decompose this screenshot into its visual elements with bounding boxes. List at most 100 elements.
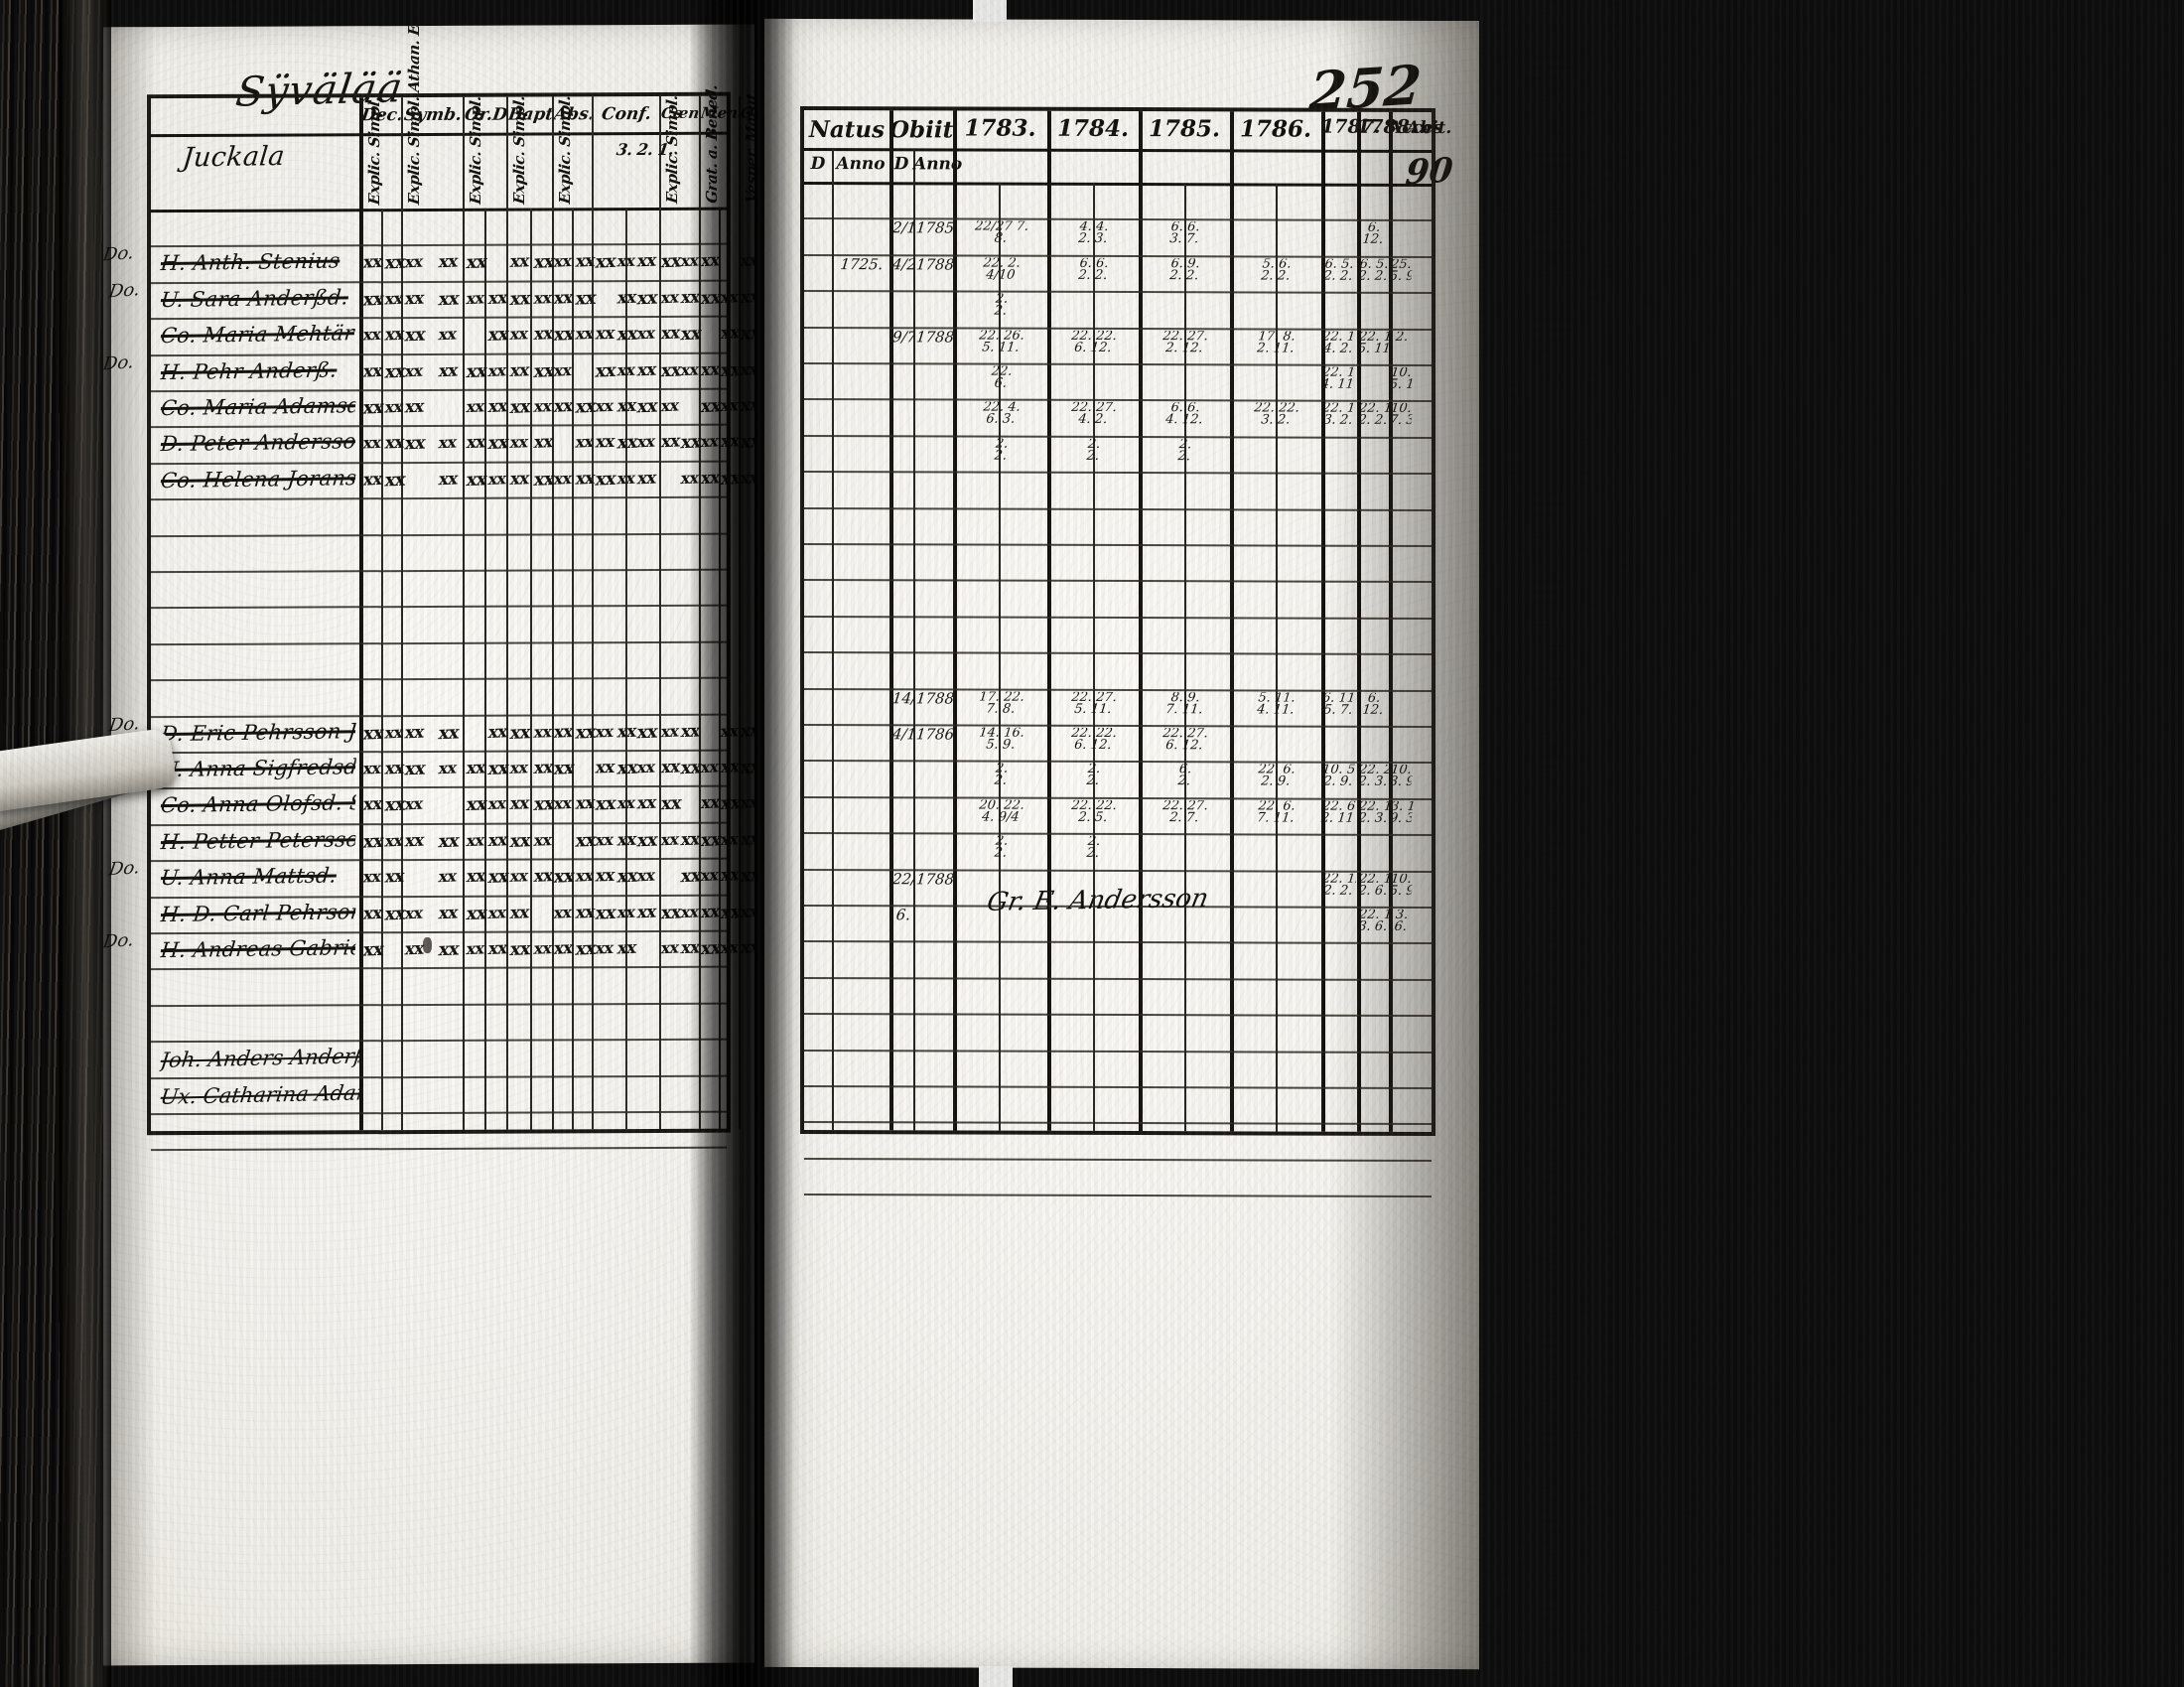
attendance-mark: xx [361,325,382,345]
attendance-mark: xx [532,938,553,958]
register-date-cell: 3. 6. [1393,909,1410,935]
attendance-mark: xx [594,324,615,345]
attendance-mark: xx [659,359,683,381]
attendance-mark: xx [361,469,383,491]
attendance-mark: xx [552,721,574,743]
attendance-mark: xx [594,359,617,382]
attendance-mark: xx [615,757,639,779]
attendance-mark: xx [552,938,574,959]
attendance-mark: xx [615,721,637,743]
attendance-mark: xx [659,395,680,416]
register-date-cell: 4/2 [891,257,915,274]
attendance-mark: xx [361,830,385,853]
row-rule [151,315,727,321]
row-rule [151,640,727,645]
register-date-cell: 3. 12. 3.9. 3. 12. [1389,800,1414,827]
register-name-entry: H. D. Carl Pehrson Juckala [159,899,357,926]
register-date-cell: 17. 22. 7. 8. [978,691,1025,717]
left-table-row-rules [151,96,727,1152]
register-date-cell: 25. 11.5. 9. [1389,258,1414,285]
register-date-cell: 4. 4. 2. 3. [1077,221,1110,247]
attendance-mark: xx [594,395,614,416]
attendance-mark: xx [659,287,680,308]
r-row-rule [804,615,1432,620]
row-rule [151,568,727,574]
register-date-cell: 22. 12. 2. 2. [1357,403,1390,429]
attendance-mark: xx [508,324,529,345]
attendance-mark: xx [615,468,636,489]
attendance-mark: xx [659,431,681,453]
register-name-entry: Co. Helena Joransd. [159,466,357,492]
attendance-mark: xx [552,866,576,888]
attendance-mark: xx [574,829,598,852]
attendance-mark: xx [594,757,615,778]
register-name-entry-bottom: Ux. Catharina Adamsd. [159,1080,361,1109]
attendance-mark: xx [635,468,657,490]
attendance-mark: xx [465,359,488,382]
left-table-names-bottom: Joh. Anders Anderßon Ux. Catharina Adamsd… [151,96,727,1109]
register-date-cell: 22. 22. 6. 12. [1070,727,1118,754]
r-row-rule [804,976,1432,981]
row-rule [151,387,727,393]
register-name-entry: H. Anth. Stenius [159,248,341,276]
attendance-mark: xx [508,938,532,960]
attendance-mark: xx [508,721,532,744]
attendance-mark: xx [594,829,614,850]
r-column-header-obiit: Obiit [889,116,954,144]
row-rule [151,894,727,899]
register-date-cell: 22. 22. 2. 3. [1357,765,1390,790]
attendance-mark: xx [574,395,598,418]
attendance-mark: xx [486,324,510,347]
row-rule [151,1038,727,1044]
attendance-mark: xx [594,793,617,815]
attendance-mark: xx [486,396,508,418]
col-sep-conf [659,95,661,1129]
r-row-rule [804,506,1432,511]
register-date-cell: 10. 3. 12.7. 3. 3. [1389,403,1414,429]
r-sub-sep-b [1093,182,1095,1131]
row-rule [151,605,727,610]
attendance-mark: xx [635,432,656,452]
attendance-mark: xx [574,902,596,923]
r-header-divider-1 [804,147,1432,153]
register-date-cell: 22. 27. 2. 7. [1161,799,1209,826]
attendance-mark: xx [361,360,383,382]
book-block-edge-shadow [60,0,111,1687]
attendance-mark: xx [437,432,458,453]
register-date-cell: 6. [894,908,912,924]
abit-count: 90 [1403,150,1455,194]
register-name-entry: H. Petter Petersson [159,827,357,854]
register-date-cell: 6. 5. 2. 2. [1357,258,1390,284]
attendance-mark: xx [383,288,404,309]
column-header-conf: Conf. [600,105,653,124]
attendance-mark: xx [615,395,637,417]
attendance-mark: xx [594,866,615,887]
row-rule [151,532,727,537]
attendance-mark: xx [508,359,530,381]
subheader-dec: Explic. Simpl. [365,95,383,207]
r-header-divider-2 [804,181,1432,187]
subheader-coend: Explic. Simpl. [663,94,681,205]
register-date-cell: 22. 2. 4/10 [982,257,1022,283]
attendance-mark: xx [383,866,405,888]
register-date-cell: 1788 [915,257,955,274]
row-rule [151,966,727,971]
attendance-mark: xx [383,903,407,925]
register-date-cell: 8. 9. 7. 11. [1164,691,1204,718]
attendance-mark: xx [635,395,659,418]
register-date-cell: 22. 12. 5. 11. [1357,331,1390,356]
register-name-entry: Co. Anna Olofsd. Stenius [159,790,357,818]
attendance-mark: xx [437,360,459,381]
attendance-mark: xx [383,360,407,383]
attendance-mark: xx [574,287,598,310]
attendance-mark: xx [465,866,486,888]
attendance-mark: xx [383,469,407,492]
attendance-mark: xx [508,469,530,490]
register-date-cell: 5. 6. 2. 2. [1260,258,1293,284]
attendance-mark: xx [508,793,530,815]
attendance-mark: xx [437,469,459,491]
attendance-mark: xx [486,793,507,814]
register-date-cell: 5. 11. 4. 11. [1256,691,1297,718]
attendance-mark: xx [403,252,424,272]
